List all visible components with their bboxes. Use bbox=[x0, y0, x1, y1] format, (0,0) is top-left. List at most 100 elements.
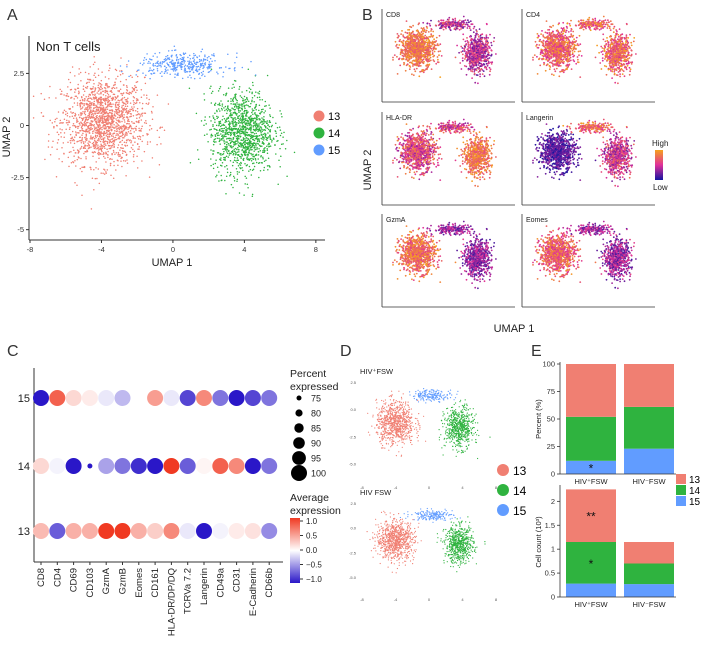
umap-a-ytick-label: 0 bbox=[20, 121, 24, 130]
umap-a-point bbox=[196, 66, 199, 68]
feature-point bbox=[482, 70, 485, 72]
umap-a-point bbox=[123, 150, 126, 153]
umap-a-point bbox=[88, 106, 91, 109]
legend-a-label-15: 15 bbox=[328, 145, 340, 157]
feature-point bbox=[408, 31, 411, 34]
umap-a-xtick-label: -8 bbox=[27, 245, 34, 254]
umap-a-point bbox=[151, 69, 154, 72]
umap-a-point bbox=[213, 128, 215, 130]
umap-a-point bbox=[249, 141, 252, 143]
umap-a-point bbox=[56, 142, 59, 144]
feature-point bbox=[467, 19, 469, 22]
umap-a-point bbox=[223, 139, 225, 141]
panel-label-b: B bbox=[362, 7, 373, 24]
umap-a-point bbox=[87, 108, 89, 111]
umap-a-point bbox=[106, 92, 109, 94]
umap-a-point bbox=[255, 115, 258, 118]
umap-a-point bbox=[81, 166, 83, 169]
umap-a-point bbox=[104, 89, 107, 91]
umap-a-point bbox=[111, 109, 114, 112]
umap-a-point bbox=[83, 130, 85, 132]
umap-a-point bbox=[217, 103, 219, 106]
umap-a-point bbox=[220, 179, 223, 182]
feature-point bbox=[482, 47, 484, 49]
umap-a-point bbox=[107, 118, 109, 121]
feature-point bbox=[420, 46, 422, 48]
umap-a-point bbox=[125, 110, 128, 113]
umap-a-point bbox=[220, 127, 223, 130]
umap-a-point bbox=[105, 99, 107, 102]
umap-a-point bbox=[266, 147, 268, 150]
umap-a-point bbox=[238, 155, 241, 158]
umap-a-point bbox=[227, 53, 229, 55]
umap-a-point bbox=[67, 141, 69, 143]
umap-a-point bbox=[108, 85, 111, 88]
feature-point bbox=[436, 61, 439, 63]
umap-a-point bbox=[84, 120, 86, 123]
panel-label-d: D bbox=[340, 343, 352, 360]
umap-a-point bbox=[233, 135, 236, 137]
umap-a-point bbox=[65, 121, 68, 124]
umap-a-point bbox=[244, 148, 246, 150]
feature-point bbox=[484, 52, 487, 55]
umap-a-point bbox=[172, 67, 174, 70]
umap-a-point bbox=[119, 155, 121, 157]
umap-a-point bbox=[54, 120, 56, 123]
umap-a-point bbox=[126, 162, 129, 164]
feature-point bbox=[432, 30, 435, 33]
feature-point bbox=[466, 48, 469, 51]
umap-a-point bbox=[97, 133, 100, 135]
umap-a-point bbox=[181, 63, 183, 65]
umap-a-point bbox=[176, 62, 179, 65]
umap-a-point bbox=[100, 79, 103, 82]
umap-a-point bbox=[230, 114, 233, 117]
umap-a-point bbox=[92, 141, 95, 144]
umap-a-point bbox=[113, 127, 115, 130]
umap-a-point bbox=[241, 113, 244, 115]
umap-a-point bbox=[189, 70, 192, 73]
umap-a-point bbox=[228, 149, 230, 152]
feature-point bbox=[414, 47, 416, 50]
umap-a-point bbox=[69, 142, 72, 144]
umap-a-point bbox=[111, 138, 113, 141]
umap-a-point bbox=[241, 107, 243, 110]
feature-point bbox=[410, 50, 413, 53]
umap-a-point bbox=[233, 159, 236, 161]
umap-a-point bbox=[118, 128, 121, 131]
umap-a-point bbox=[82, 147, 85, 149]
feature-point bbox=[454, 21, 456, 23]
umap-a-point bbox=[107, 117, 109, 119]
umap-a-point bbox=[232, 149, 234, 152]
umap-a-point bbox=[256, 140, 259, 143]
umap-a-point bbox=[235, 104, 237, 107]
umap-a-point bbox=[179, 53, 181, 56]
umap-a-point bbox=[107, 98, 109, 101]
umap-a-point bbox=[210, 63, 212, 65]
umap-a-point bbox=[249, 148, 251, 151]
umap-a-point bbox=[126, 88, 128, 91]
feature-point bbox=[411, 73, 413, 76]
umap-a-point bbox=[236, 157, 239, 159]
umap-a-point bbox=[126, 66, 128, 68]
umap-a-point bbox=[102, 90, 104, 92]
feature-point bbox=[448, 23, 451, 26]
umap-a-point bbox=[115, 87, 118, 89]
feature-point bbox=[481, 54, 483, 57]
umap-a-point bbox=[236, 121, 238, 124]
umap-a-point bbox=[118, 109, 121, 112]
umap-a-point bbox=[97, 125, 100, 128]
feature-point bbox=[436, 56, 439, 58]
umap-a-point bbox=[236, 161, 238, 164]
umap-a-point bbox=[105, 123, 108, 125]
umap-a-point bbox=[235, 105, 238, 108]
umap-a-point bbox=[122, 72, 124, 75]
umap-a-point bbox=[114, 111, 116, 113]
umap-a-point bbox=[251, 136, 253, 139]
feature-point bbox=[452, 24, 454, 27]
umap-a-point bbox=[245, 100, 248, 103]
umap-a-point bbox=[201, 48, 204, 50]
umap-a-point bbox=[258, 138, 260, 140]
feature-point bbox=[418, 22, 420, 25]
feature-point bbox=[456, 25, 459, 28]
feature-point bbox=[471, 59, 474, 61]
